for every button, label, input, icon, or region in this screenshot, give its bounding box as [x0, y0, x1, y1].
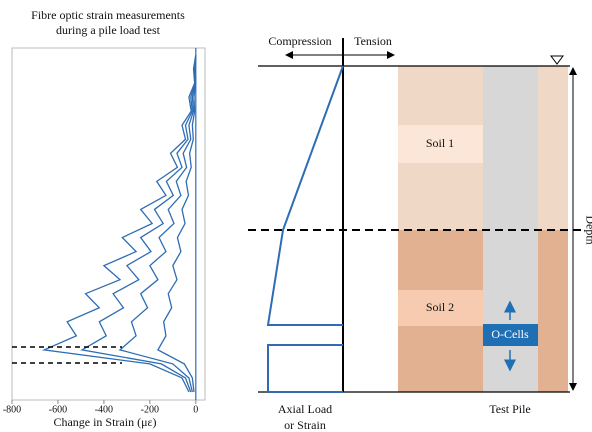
chart-title: Fibre optic strain measurements: [31, 8, 185, 22]
strain-curve: [157, 54, 197, 393]
chart: -800 -600 -400 -200 0: [3, 48, 198, 415]
soil-layer-2: [538, 230, 568, 392]
axis-label: Axial Load: [278, 402, 332, 416]
o-cells-box: [483, 324, 538, 346]
strain-curve: [118, 54, 197, 393]
load-profile: [267, 344, 343, 393]
soil-label-box: [398, 125, 483, 163]
x-tick-label: -800: [3, 404, 21, 415]
strain-curve: [80, 54, 197, 393]
chart-title: during a pile load test: [56, 23, 161, 37]
water-table: [550, 55, 564, 65]
depth-label: Depth: [583, 215, 592, 244]
axis-direction: Compression: [268, 34, 331, 48]
x-axis-label: Change in Strain (με): [53, 415, 156, 429]
x-tick-label: -400: [95, 404, 113, 415]
soil-label: Soil 1: [426, 136, 454, 150]
x-tick-label: 0: [193, 404, 198, 415]
soil-label: Soil 2: [426, 300, 454, 314]
axis-direction: Tension: [354, 34, 392, 48]
o-cells-label: O-Cells: [491, 327, 529, 341]
strain-curve: [41, 54, 197, 393]
soil-layer-1: [538, 66, 568, 230]
axis-label: or Strain: [284, 418, 326, 432]
pile-label: Test Pile: [489, 402, 531, 416]
soil-label-box: [398, 290, 483, 326]
x-tick-label: -200: [141, 404, 159, 415]
x-tick-label: -600: [49, 404, 67, 415]
load-profile: [266, 65, 344, 326]
